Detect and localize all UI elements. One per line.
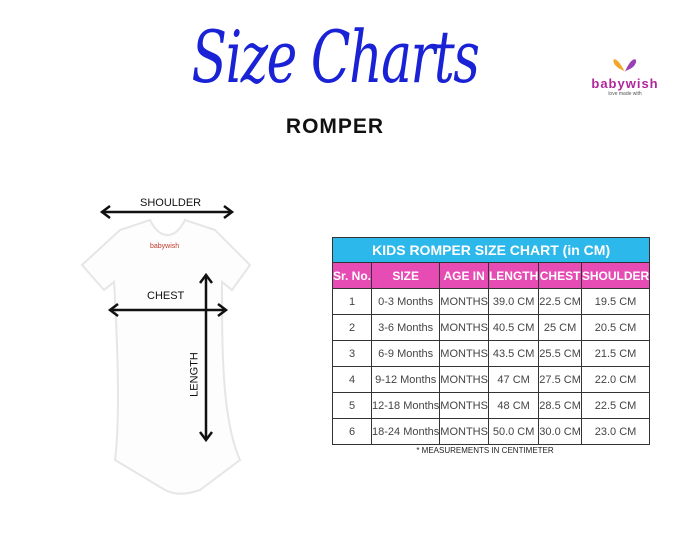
table-cell: 2	[331, 314, 373, 341]
page-title: Size Charts	[191, 15, 480, 99]
table-cell: 0-3 Months	[371, 288, 441, 315]
shoulder-label: SHOULDER	[140, 197, 202, 209]
table-cell: 20.5 CM	[580, 314, 651, 341]
table-cell: 23.0 CM	[580, 418, 651, 445]
table-cell: 47 CM	[487, 366, 540, 393]
col-header: AGE IN	[439, 262, 489, 289]
table-cell: MONTHS	[439, 418, 489, 445]
table-cell: 22.0 CM	[580, 366, 651, 393]
table-cell: 1	[331, 288, 373, 315]
logo-tagline: love made with	[608, 91, 642, 97]
romper-print: babywish	[150, 243, 179, 250]
table-cell: 40.5 CM	[487, 314, 540, 341]
romper-body	[80, 218, 252, 495]
table-cell: 9-12 Months	[371, 366, 441, 393]
table-cell: 28.5 CM	[538, 392, 582, 419]
col-header: SHOULDER	[580, 262, 651, 289]
table-row: 5 12-18 Months MONTHS 48 CM 28.5 CM 22.5 CM	[331, 392, 651, 419]
table-cell: 50.0 CM	[487, 418, 540, 445]
table-row: 4 9-12 Months MONTHS 47 CM 27.5 CM 22.0 CM	[331, 366, 651, 393]
size-chart-table: KIDS ROMPER SIZE CHART (in CM) Sr. No. S…	[331, 237, 651, 445]
table-title: KIDS ROMPER SIZE CHART (in CM)	[331, 237, 651, 263]
page-subtitle: ROMPER	[285, 115, 385, 138]
col-header: LENGTH	[487, 262, 540, 289]
table-cell: 5	[331, 392, 373, 419]
table-row: 6 18-24 Months MONTHS 50.0 CM 30.0 CM 23.0 CM	[331, 418, 651, 445]
table-row: 1 0-3 Months MONTHS 39.0 CM 22.5 CM 19.5 CM	[331, 288, 651, 315]
table-cell: MONTHS	[439, 366, 489, 393]
table-cell: 6-9 Months	[371, 340, 441, 367]
table-cell: MONTHS	[439, 340, 489, 367]
table-cell: 6	[331, 418, 373, 445]
col-header: Sr. No.	[331, 262, 373, 289]
col-header: SIZE	[371, 262, 441, 289]
table-cell: 4	[331, 366, 373, 393]
table-cell: 30.0 CM	[538, 418, 582, 445]
table-cell: MONTHS	[439, 392, 489, 419]
table-cell: 43.5 CM	[487, 340, 540, 367]
table-row: 3 6-9 Months MONTHS 43.5 CM 25.5 CM 21.5 CM	[331, 340, 651, 367]
table-cell: 48 CM	[487, 392, 540, 419]
table-cell: MONTHS	[439, 314, 489, 341]
footnote: * MEASUREMENTS IN CENTIMETER	[416, 446, 554, 455]
table-cell: 3-6 Months	[371, 314, 441, 341]
table-cell: 18-24 Months	[371, 418, 441, 445]
table-cell: 22.5 CM	[580, 392, 651, 419]
logo-name: babywish	[591, 76, 659, 91]
table-cell: 12-18 Months	[371, 392, 441, 419]
brand-logo: babywish love made with	[585, 50, 665, 98]
col-header: CHEST	[538, 262, 582, 289]
butterfly-icon	[613, 59, 637, 72]
table-cell: 19.5 CM	[580, 288, 651, 315]
table-cell: 25.5 CM	[538, 340, 582, 367]
chest-label: CHEST	[147, 290, 185, 302]
table-cell: 3	[331, 340, 373, 367]
table-cell: 22.5 CM	[538, 288, 582, 315]
length-label: LENGTH	[188, 352, 201, 397]
table-cell: 25 CM	[538, 314, 582, 341]
table-cell: 39.0 CM	[487, 288, 540, 315]
table-cell: MONTHS	[439, 288, 489, 315]
table-cell: 27.5 CM	[538, 366, 582, 393]
table-cell: 21.5 CM	[580, 340, 651, 367]
romper-illustration: babywish	[80, 205, 252, 495]
table-row: 2 3-6 Months MONTHS 40.5 CM 25 CM 20.5 CM	[331, 314, 651, 341]
